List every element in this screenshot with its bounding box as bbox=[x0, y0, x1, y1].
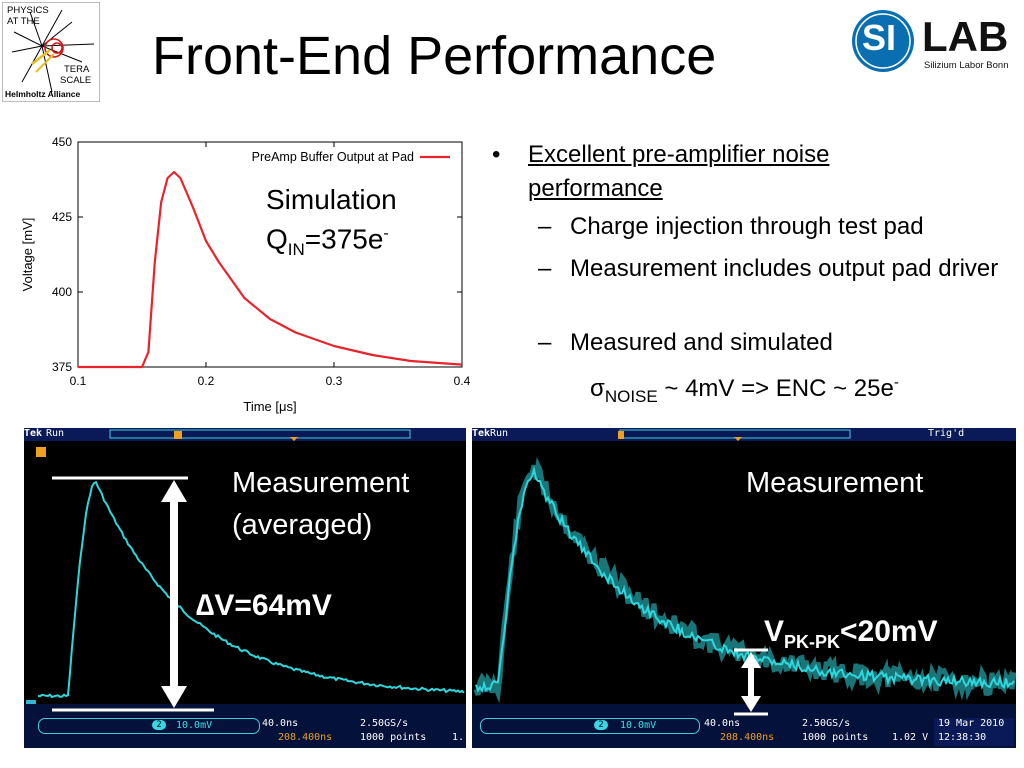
bullet-main: • Excellent pre-amplifier noise performa… bbox=[492, 138, 912, 206]
y-tick-label: 375 bbox=[52, 360, 72, 374]
scope-left-timebase: 40.0ns bbox=[262, 718, 299, 729]
simulation-q: Q bbox=[266, 223, 288, 255]
vpp-sub: PK-PK bbox=[784, 632, 841, 652]
page-title: Front-End Performance bbox=[152, 26, 717, 86]
logo-text-tera: TERA bbox=[64, 64, 90, 75]
x-tick-label: 0.2 bbox=[198, 374, 215, 388]
scope-right-timebase: 40.0ns bbox=[704, 718, 741, 729]
logo-text-physics: PHYSICS bbox=[7, 5, 49, 16]
legend-label: PreAmp Buffer Output at Pad bbox=[252, 150, 414, 164]
silab-lab-text: LAB bbox=[922, 13, 1009, 60]
scope-right-ch-badge: 2 bbox=[594, 720, 608, 730]
sigma-symbol: σ bbox=[590, 375, 605, 402]
scope-left-record: 1000 points bbox=[360, 732, 427, 743]
logo-text-at-the: AT THE bbox=[7, 16, 40, 27]
y-tick-label: 450 bbox=[52, 135, 72, 149]
scope-left-ch-box bbox=[38, 718, 260, 734]
noise-result: σNOISE ~ 4mV => ENC ~ 25e- bbox=[590, 366, 899, 414]
scope-left-annotations bbox=[52, 476, 214, 712]
sigma-text: ~ 4mV => ENC ~ 25e bbox=[657, 375, 894, 402]
scope-left-ch-badge: 2 bbox=[152, 720, 166, 730]
scope-right-datetime-box bbox=[934, 718, 1014, 746]
simulation-q-sup: - bbox=[383, 225, 389, 242]
scope-left-sample-rate: 2.50GS/s bbox=[360, 718, 409, 729]
delta-v-label: ∆V=64mV bbox=[196, 589, 332, 622]
scope-left-ch-scale: 10.0mV bbox=[176, 720, 213, 731]
sigma-sup: - bbox=[893, 374, 899, 391]
logo-text-helmholtz: Helmholtz Alliance bbox=[5, 89, 81, 99]
series-line bbox=[78, 170, 463, 369]
scope-right-label: Measurement bbox=[746, 467, 924, 499]
y-axis-label: Voltage [mV] bbox=[20, 218, 35, 292]
logo-text-scale: SCALE bbox=[60, 75, 92, 86]
simulation-q-sub: IN bbox=[287, 239, 305, 259]
scope-right-trig-status: Trig'd bbox=[928, 428, 965, 439]
scope-left-status: Run bbox=[46, 428, 65, 439]
x-tick-label: 0.3 bbox=[326, 374, 343, 388]
scope-right-record: 1000 points bbox=[802, 732, 869, 743]
scope-right-topbar bbox=[472, 428, 1016, 441]
scope-right-ch-box bbox=[480, 718, 700, 734]
silab-tagline: Silizium Labor Bonn bbox=[924, 60, 1009, 71]
scope-right-screen bbox=[473, 429, 1016, 704]
scope-right-brand: Tek bbox=[472, 428, 491, 439]
scope-right-bottombar bbox=[472, 704, 1016, 748]
vpp-main: V bbox=[764, 615, 785, 648]
terascale-emblem bbox=[2, 2, 100, 102]
terascale-logo: PHYSICS AT THE TERA SCALE Helmholtz Alli… bbox=[2, 2, 100, 102]
vpp-value: <20mV bbox=[840, 615, 938, 648]
scope-right-annotations bbox=[734, 648, 768, 716]
scope-right-time: 12:38:30 bbox=[938, 732, 987, 743]
plot-frame bbox=[77, 141, 463, 368]
dash-marker: – bbox=[538, 329, 552, 356]
simulation-q-value: =375e bbox=[304, 223, 384, 255]
simulation-label: Simulation QIN=375e- bbox=[266, 183, 397, 267]
scope-right-trigger-pos: 208.400ns bbox=[720, 732, 775, 743]
sub-bullet-1-text: Charge injection through test pad bbox=[570, 213, 924, 240]
x-axis-label: Time [μs] bbox=[243, 399, 296, 414]
scope-left-trig-tail: 1. bbox=[452, 732, 465, 743]
scope-left-brand: Tek bbox=[24, 428, 43, 439]
x-tick-label: 0.1 bbox=[70, 374, 87, 388]
silab-si-text: SI bbox=[862, 17, 897, 58]
sub-bullet-3: – Measured and simulated bbox=[538, 326, 1008, 359]
scope-left: Tek Run 2 10.0mV 40.0ns 2.50GS/s 208.400… bbox=[24, 428, 466, 748]
scope-right: Tek Run Trig'd 2 10.0mV 40.0ns 2.50GS/s … bbox=[472, 428, 1016, 748]
scope-right-date: 19 Mar 2010 bbox=[938, 718, 1005, 729]
vpp-label: VPK-PK<20mV bbox=[764, 614, 938, 660]
dash-marker: – bbox=[538, 213, 552, 240]
bullet-dot: • bbox=[492, 141, 501, 168]
simulation-label-line2: QIN=375e- bbox=[266, 217, 397, 267]
scope-right-status: Run bbox=[490, 428, 509, 439]
silab-emblem bbox=[852, 10, 914, 72]
y-tick-label: 400 bbox=[52, 285, 72, 299]
y-tick-label: 425 bbox=[52, 210, 72, 224]
x-tick-label: 0.4 bbox=[454, 374, 471, 388]
silab-logo: SI LAB Silizium Labor Bonn bbox=[850, 8, 1022, 74]
scope-right-ch-scale: 10.0mV bbox=[620, 720, 657, 731]
simulation-label-line1: Simulation bbox=[266, 184, 397, 215]
sub-bullet-2: – Measurement includes output pad driver bbox=[538, 252, 1008, 285]
sub-bullet-1: – Charge injection through test pad bbox=[538, 210, 1008, 243]
scope-left-label-2: (averaged) bbox=[232, 509, 373, 541]
scope-left-label-1: Measurement bbox=[232, 467, 410, 499]
sigma-sub: NOISE bbox=[604, 386, 658, 406]
simulation-chart: 0.1 0.2 0.3 0.4 375 400 425 450 Time [μs] Voltage… bbox=[20, 135, 471, 414]
dash-marker: – bbox=[538, 255, 552, 282]
scope-left-trigger-pos: 208.400ns bbox=[278, 732, 333, 743]
sub-bullet-2-text: Measurement includes output pad driver bbox=[570, 255, 999, 282]
scope-right-sample-rate: 2.50GS/s bbox=[802, 718, 851, 729]
scope-right-trig-level: 1.02 V bbox=[892, 732, 929, 743]
bullet-main-text: Excellent pre-amplifier noise performanc… bbox=[528, 141, 830, 202]
sub-bullet-3-text: Measured and simulated bbox=[570, 329, 833, 356]
